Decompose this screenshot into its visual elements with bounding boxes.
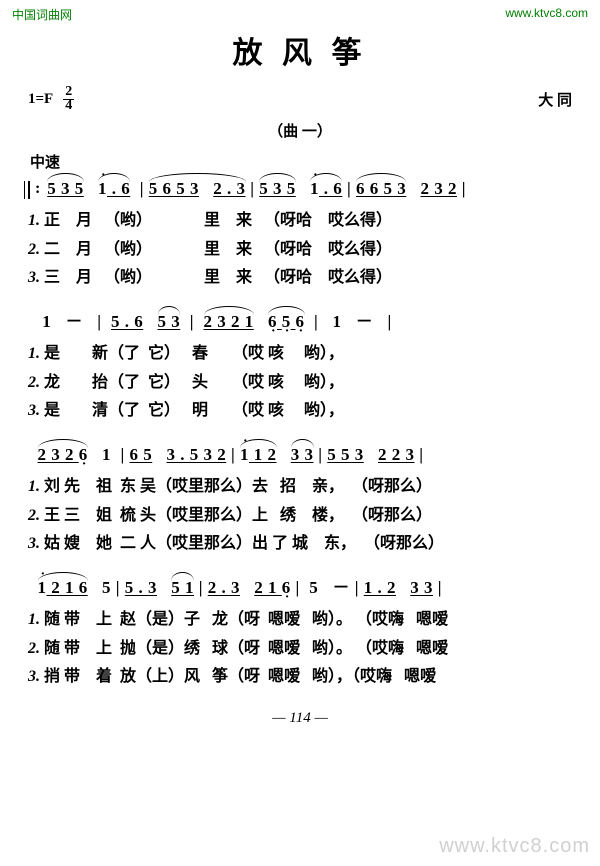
lyric-text: 随 带 上 赵（是）子 龙（呀 嗯嗳 哟）。 （哎嗨 嗯嗳 bbox=[44, 611, 448, 628]
notation-row: 5 3 5 1 . 6 | 5 6 5 3 2 . 3 | 5 3 5 1 . … bbox=[28, 178, 572, 200]
lyric-line: 3. 姑 嫂 她 二 人（哎里那么）出 了 城 东， （呀那么） bbox=[28, 533, 572, 555]
lyric-line: 2. 王 三 姐 梳 头（哎里那么）上 绣 楼， （呀那么） bbox=[28, 505, 572, 527]
sheet-music-page: 放 风 筝 1=F 2 4 大 同 （曲 一） 中速 5 3 5 1 . 6 |… bbox=[0, 0, 600, 737]
subtitle: （曲 一） bbox=[28, 120, 572, 141]
lyric-line: 1. 是 新（了 它） 春 （哎 咳 哟）， bbox=[28, 343, 572, 365]
key-signature-block: 1=F 2 4 bbox=[28, 86, 74, 112]
lyric-line: 3. 捎 带 着 放（上）风 筝（呀 嗯嗳 哟），（哎嗨 嗯嗳 bbox=[28, 666, 572, 688]
meta-row: 1=F 2 4 大 同 bbox=[28, 86, 572, 112]
lyric-line: 1. 随 带 上 赵（是）子 龙（呀 嗯嗳 哟）。 （哎嗨 嗯嗳 bbox=[28, 609, 572, 631]
composer: 大 同 bbox=[538, 89, 572, 110]
time-signature: 2 4 bbox=[63, 86, 74, 112]
music-system: 1 － | 5 . 6 5 3 | 2 3 2 1 6 5 6 | 1 － | … bbox=[28, 311, 572, 422]
music-system: 5 3 5 1 . 6 | 5 6 5 3 2 . 3 | 5 3 5 1 . … bbox=[28, 178, 572, 289]
lyric-text: 二 月 （哟） 里 来 （呀哈 哎么得） bbox=[44, 241, 392, 258]
watermark-top-left: 中国词曲网 bbox=[12, 6, 72, 23]
lyric-line: 3. 是 清（了 它） 明 （哎 咳 哟）， bbox=[28, 400, 572, 422]
lyric-line: 2. 龙 抬（了 它） 头 （哎 咳 哟）， bbox=[28, 372, 572, 394]
lyric-text: 随 带 上 抛（是）绣 球（呀 嗯嗳 哟）。 （哎嗨 嗯嗳 bbox=[44, 640, 448, 657]
lyric-text: 姑 嫂 她 二 人（哎里那么）出 了 城 东， （呀那么） bbox=[44, 535, 444, 552]
watermark-bottom-right: www.ktvc8.com bbox=[439, 835, 590, 858]
lyric-line: 3. 三 月 （哟） 里 来 （呀哈 哎么得） bbox=[28, 267, 572, 289]
lyric-text: 王 三 姐 梳 头（哎里那么）上 绣 楼， （呀那么） bbox=[44, 507, 432, 524]
notation-row: 1 － | 5 . 6 5 3 | 2 3 2 1 6 5 6 | 1 － | bbox=[28, 311, 572, 333]
time-sig-denominator: 4 bbox=[63, 100, 74, 113]
tempo-marking: 中速 bbox=[30, 151, 572, 172]
lyric-text: 是 清（了 它） 明 （哎 咳 哟）， bbox=[44, 402, 344, 419]
notation-row: 1 2 1 6 5 | 5 . 3 5 1 | 2 . 3 2 1 6 | 5 … bbox=[28, 577, 572, 599]
notation-row: 2 3 2 6 1 | 6 5 3 . 5 3 2 | 1 1 2 3 3 | … bbox=[28, 444, 572, 466]
repeat-start-barline bbox=[28, 181, 33, 199]
lyric-line: 2. 二 月 （哟） 里 来 （呀哈 哎么得） bbox=[28, 239, 572, 261]
key-signature: 1=F bbox=[28, 91, 53, 108]
lyric-text: 刘 先 祖 东 吴（哎里那么）去 招 亲， （呀那么） bbox=[44, 478, 432, 495]
song-title: 放 风 筝 bbox=[28, 28, 572, 72]
music-system: 1 2 1 6 5 | 5 . 3 5 1 | 2 . 3 2 1 6 | 5 … bbox=[28, 577, 572, 688]
watermark-top-right: www.ktvc8.com bbox=[505, 6, 588, 20]
lyric-line: 1. 刘 先 祖 东 吴（哎里那么）去 招 亲， （呀那么） bbox=[28, 476, 572, 498]
page-number: — 114 — bbox=[28, 710, 572, 727]
lyric-text: 是 新（了 它） 春 （哎 咳 哟）， bbox=[44, 345, 344, 362]
lyric-text: 正 月 （哟） 里 来 （呀哈 哎么得） bbox=[44, 212, 392, 229]
lyric-text: 三 月 （哟） 里 来 （呀哈 哎么得） bbox=[44, 269, 392, 286]
music-system: 2 3 2 6 1 | 6 5 3 . 5 3 2 | 1 1 2 3 3 | … bbox=[28, 444, 572, 555]
lyric-line: 2. 随 带 上 抛（是）绣 球（呀 嗯嗳 哟）。 （哎嗨 嗯嗳 bbox=[28, 638, 572, 660]
lyric-text: 捎 带 着 放（上）风 筝（呀 嗯嗳 哟），（哎嗨 嗯嗳 bbox=[44, 668, 436, 685]
lyric-text: 龙 抬（了 它） 头 （哎 咳 哟）， bbox=[44, 374, 344, 391]
lyric-line: 1. 正 月 （哟） 里 来 （呀哈 哎么得） bbox=[28, 210, 572, 232]
